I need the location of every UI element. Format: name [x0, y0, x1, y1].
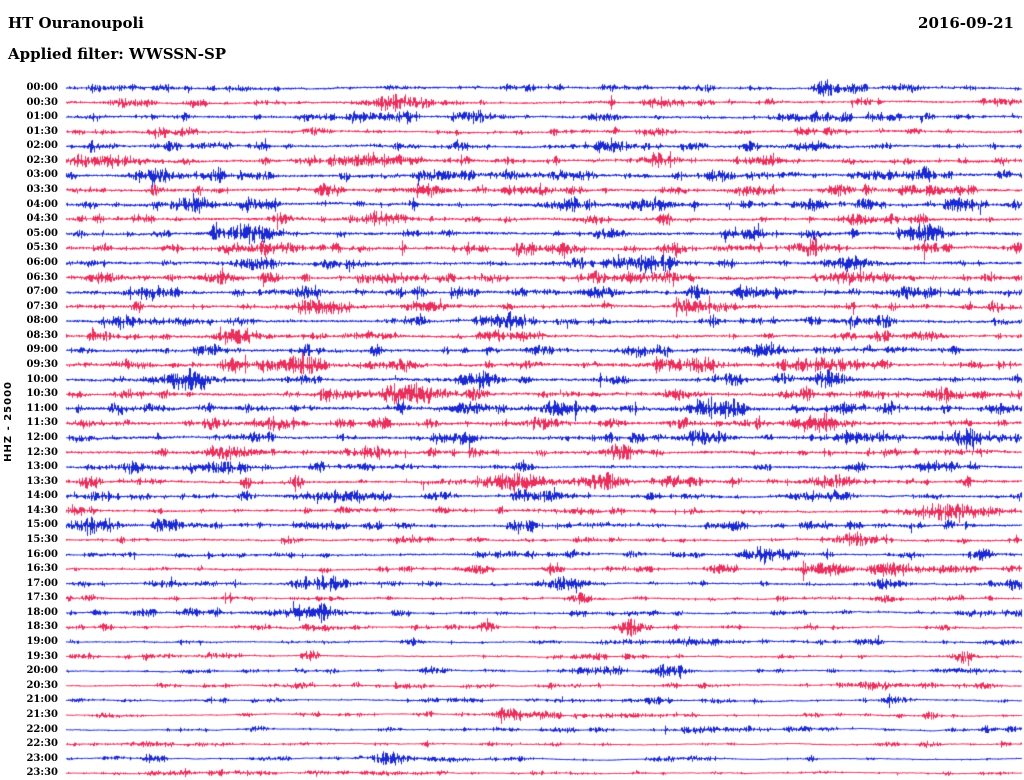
trace-time-label: 06:30	[26, 271, 58, 283]
filter-label: Applied filter: WWSSN-SP	[8, 45, 227, 63]
trace-time-label: 21:30	[26, 708, 58, 720]
trace-time-label: 23:30	[26, 767, 58, 779]
trace-time-label: 06:00	[26, 256, 58, 268]
trace-time-label: 18:00	[26, 606, 58, 618]
trace-time-label: 03:30	[26, 184, 58, 196]
trace-time-label: 01:00	[26, 111, 58, 123]
trace-time-label: 02:30	[26, 154, 58, 166]
date-label: 2016-09-21	[918, 14, 1014, 32]
trace-time-label: 13:30	[26, 475, 58, 487]
trace-time-label: 02:00	[26, 140, 58, 152]
trace-time-label: 01:30	[26, 125, 58, 137]
trace-time-label: 00:30	[26, 96, 58, 108]
trace-time-label: 12:30	[26, 446, 58, 458]
trace-time-label: 17:00	[26, 577, 58, 589]
trace-time-label: 10:30	[26, 388, 58, 400]
trace-time-label: 03:00	[26, 169, 58, 181]
trace-time-label: 19:30	[26, 650, 58, 662]
trace-time-label: 08:00	[26, 315, 58, 327]
trace-time-label: 17:30	[26, 592, 58, 604]
trace-time-label: 16:00	[26, 548, 58, 560]
trace-time-label: 09:30	[26, 359, 58, 371]
trace-time-label: 15:00	[26, 519, 58, 531]
trace-time-label: 19:00	[26, 636, 58, 648]
trace-time-label: 04:30	[26, 213, 58, 225]
trace-time-label: 14:30	[26, 504, 58, 516]
trace-time-label: 23:00	[26, 752, 58, 764]
trace-time-label: 20:00	[26, 665, 58, 677]
trace-time-label: 20:30	[26, 679, 58, 691]
trace-time-label: 07:30	[26, 300, 58, 312]
trace-time-label: 05:30	[26, 242, 58, 254]
trace-time-label: 05:00	[26, 227, 58, 239]
trace-time-label: 15:30	[26, 533, 58, 545]
station-title: HT Ouranoupoli	[8, 14, 144, 32]
trace-time-label: 14:00	[26, 490, 58, 502]
trace-time-label: 04:00	[26, 198, 58, 210]
trace-time-label: 22:00	[26, 723, 58, 735]
trace-time-label: 10:00	[26, 373, 58, 385]
trace-time-label: 12:00	[26, 431, 58, 443]
trace-time-label: 13:00	[26, 461, 58, 473]
trace-time-label: 16:30	[26, 563, 58, 575]
trace-time-label: 11:30	[26, 417, 58, 429]
trace-time-label: 18:30	[26, 621, 58, 633]
trace-time-label: 22:30	[26, 738, 58, 750]
trace-time-label: 21:00	[26, 694, 58, 706]
trace-time-label: 11:00	[26, 402, 58, 414]
trace-time-label: 07:00	[26, 286, 58, 298]
trace-time-label: 08:30	[26, 329, 58, 341]
trace-time-label: 00:00	[26, 82, 58, 93]
trace-time-label: 09:00	[26, 344, 58, 356]
